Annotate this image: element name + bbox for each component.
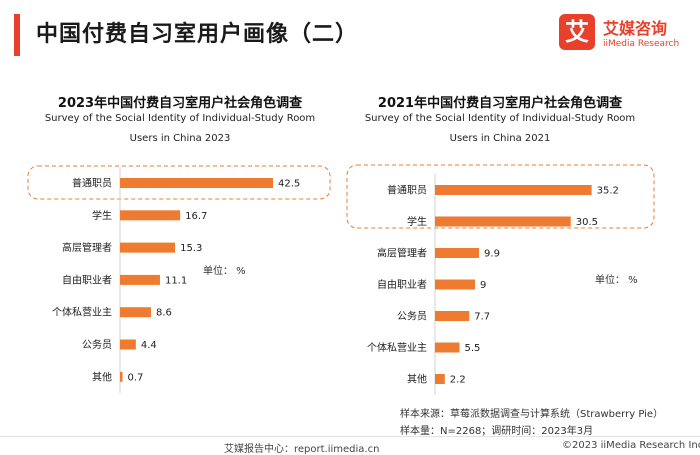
chart-2023-bar xyxy=(120,371,123,382)
chart-2021-value-label: 30.5 xyxy=(576,217,598,228)
chart-2021-value-label: 2.2 xyxy=(450,375,466,386)
chart-2021-category-label: 高层管理者 xyxy=(377,247,427,260)
chart-2023-subtitle-line2: Users in China 2023 xyxy=(129,133,231,144)
chart-2023-category-label: 个体私营业主 xyxy=(52,306,112,319)
chart-2021-bar xyxy=(435,342,460,353)
chart-2023-bar xyxy=(120,242,176,253)
chart-2023-value-label: 0.7 xyxy=(128,372,144,383)
chart-2023-value-label: 8.6 xyxy=(156,308,172,319)
chart-2021-bar xyxy=(435,311,470,321)
chart-2023-value-label: 11.1 xyxy=(165,275,187,286)
chart-2023-subtitle-line1: Survey of the Social Identity of Individ… xyxy=(44,113,316,124)
chart-2023-bar xyxy=(120,339,136,350)
chart-2023-value-label: 4.4 xyxy=(141,340,157,351)
footer-copyright: ©2023 iiMedia Research Inc xyxy=(562,440,700,451)
page-title: 中国付费自习室用户画像（二） xyxy=(36,22,359,47)
logo-name-cn: 艾媒咨询 xyxy=(603,19,668,38)
chart-2021-subtitle-line1: Survey of the Social Identity of Individ… xyxy=(364,113,636,124)
chart-2021-unit-label: 单位： % xyxy=(595,273,638,286)
chart-2023-bar xyxy=(120,274,160,285)
logo-name-en: iiMedia Research xyxy=(603,39,680,49)
chart-2021-bar xyxy=(435,279,476,290)
chart-2023-category-label: 公务员 xyxy=(82,338,112,351)
logo-mark-icon: 艾 xyxy=(559,14,595,50)
source-note: 样本来源：草莓派数据调查与计算系统（Strawberry Pie） xyxy=(400,409,664,420)
chart-2021-bar xyxy=(435,248,480,258)
chart-2021-value-label: 35.2 xyxy=(597,186,619,197)
footer-report-link[interactable]: 艾媒报告中心：report.iimedia.cn xyxy=(224,444,380,455)
chart-2023-title: 2023年中国付费自习室用户社会角色调查 xyxy=(57,96,303,111)
chart-2021-value-label: 5.5 xyxy=(464,343,480,354)
footer-bar: 艾媒报告中心：report.iimedia.cn ©2023 iiMedia R… xyxy=(0,438,700,455)
chart-2021-bar xyxy=(435,374,445,384)
chart-2023-highlight-box xyxy=(27,165,331,200)
chart-2021-category-label: 学生 xyxy=(407,215,427,228)
chart-2021-title: 2021年中国付费自习室用户社会角色调查 xyxy=(377,96,623,111)
chart-2021-category-label: 自由职业者 xyxy=(377,278,427,291)
chart-2023-category-label: 学生 xyxy=(92,209,112,222)
chart-2021-value-label: 7.7 xyxy=(474,312,490,323)
title-accent-bar xyxy=(14,14,20,56)
sample-note: 样本量：N=2268；调研时间：2023年3月 xyxy=(400,426,594,437)
chart-2021-category-label: 个体私营业主 xyxy=(367,341,427,354)
chart-2023-value-label: 15.3 xyxy=(180,243,202,254)
chart-2021-highlight-box xyxy=(346,164,655,229)
chart-2023-bar xyxy=(120,307,151,318)
iimedia-logo: 艾 艾媒咨询 iiMedia Research xyxy=(557,10,697,60)
chart-2021-bar xyxy=(435,216,571,227)
chart-2021-category-label: 其他 xyxy=(407,373,427,386)
chart-2023-value-label: 42.5 xyxy=(278,179,300,190)
footer-divider xyxy=(0,436,700,437)
chart-2021-value-label: 9 xyxy=(480,280,486,291)
chart-2023-unit-label: 单位： % xyxy=(203,264,246,277)
chart-2023-bar xyxy=(120,178,273,188)
chart-2023-category-label: 其他 xyxy=(92,370,112,383)
chart-2023-category-label: 高层管理者 xyxy=(62,241,112,254)
chart-2023-category-label: 普通职员 xyxy=(72,177,112,190)
chart-2023-category-label: 自由职业者 xyxy=(62,273,112,286)
chart-2021-category-label: 公务员 xyxy=(397,310,427,323)
chart-2021-subtitle-line2: Users in China 2021 xyxy=(449,133,551,144)
chart-2023-value-label: 16.7 xyxy=(185,211,207,222)
chart-2021-value-label: 9.9 xyxy=(484,249,500,260)
chart-2021-category-label: 普通职员 xyxy=(387,184,427,197)
chart-2021-bar xyxy=(435,185,592,195)
chart-2023-bar xyxy=(120,210,181,221)
